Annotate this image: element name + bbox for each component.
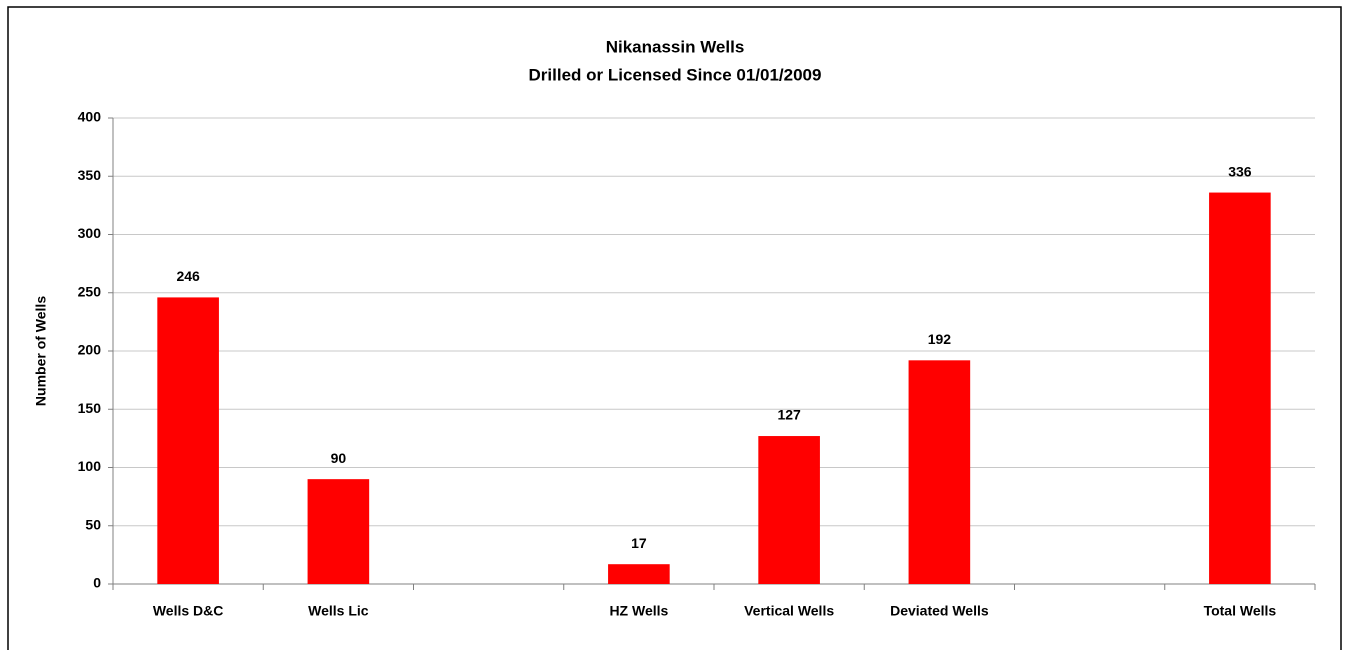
x-tick-label: Total Wells bbox=[1204, 603, 1277, 619]
bar bbox=[307, 479, 370, 584]
y-tick-label: 50 bbox=[85, 516, 101, 532]
y-tick-label: 250 bbox=[78, 283, 102, 299]
y-tick-label: 0 bbox=[93, 575, 101, 591]
x-tick-label: Vertical Wells bbox=[744, 603, 834, 619]
bar bbox=[157, 297, 219, 584]
y-tick-label: 100 bbox=[78, 458, 102, 474]
x-tick-label: HZ Wells bbox=[609, 603, 668, 619]
data-label: 192 bbox=[928, 331, 952, 347]
data-label: 246 bbox=[176, 268, 200, 284]
y-tick-label: 350 bbox=[78, 167, 102, 183]
data-label: 90 bbox=[331, 450, 347, 466]
y-tick-label: 300 bbox=[78, 225, 102, 241]
data-label: 127 bbox=[777, 407, 801, 423]
x-tick-label: Wells D&C bbox=[153, 603, 224, 619]
y-tick-label: 150 bbox=[78, 400, 102, 416]
y-tick-label: 400 bbox=[78, 109, 102, 125]
y-axis-label: Number of Wells bbox=[33, 296, 49, 406]
y-tick-label: 200 bbox=[78, 342, 102, 358]
data-label: 17 bbox=[631, 535, 647, 551]
data-label: 336 bbox=[1228, 163, 1252, 179]
bar bbox=[908, 360, 971, 584]
chart-title: Nikanassin Wells bbox=[606, 37, 745, 56]
chart-subtitle: Drilled or Licensed Since 01/01/2009 bbox=[529, 65, 822, 84]
chart-frame bbox=[7, 6, 1342, 650]
bar bbox=[1209, 192, 1271, 584]
x-tick-label: Wells Lic bbox=[308, 603, 369, 619]
bar bbox=[758, 436, 820, 584]
x-tick-label: Deviated Wells bbox=[890, 603, 989, 619]
bar bbox=[608, 564, 670, 584]
